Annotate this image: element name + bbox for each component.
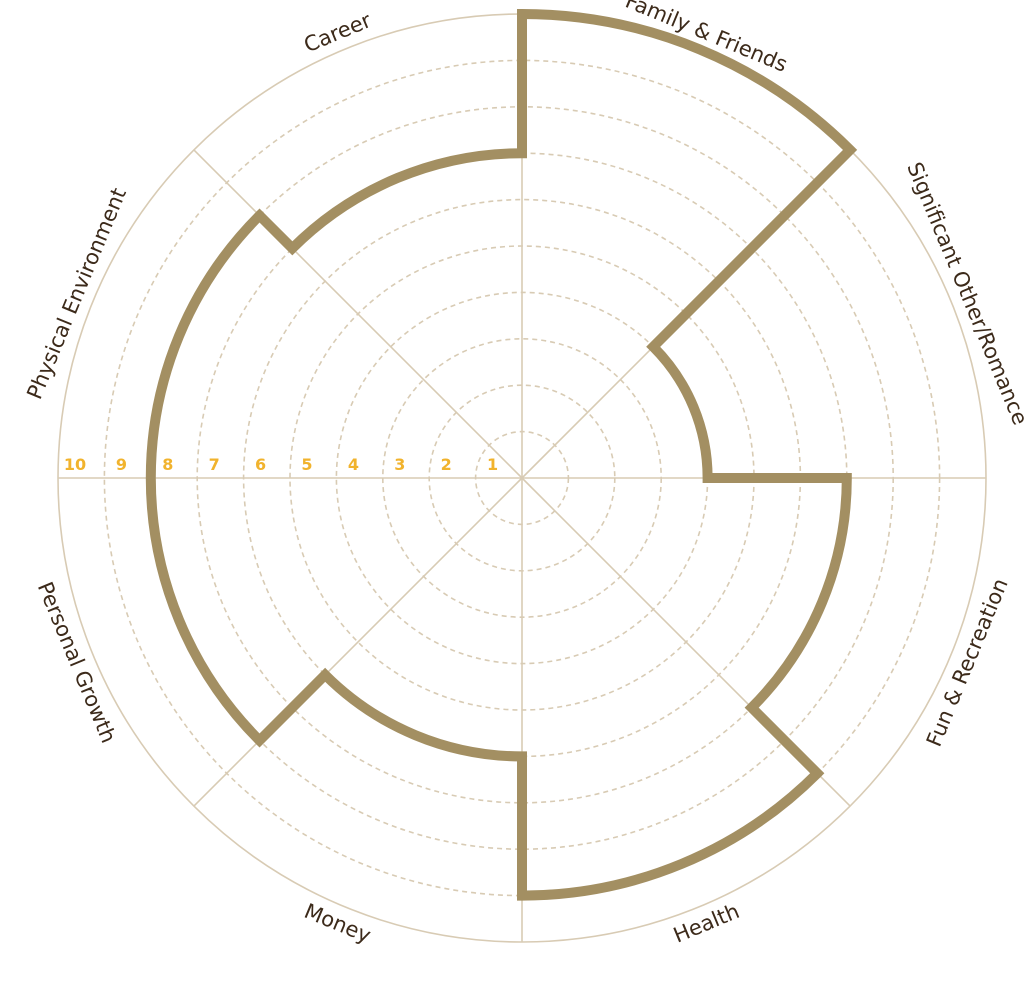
tick-label-9: 9 [116,455,127,474]
category-label-fun-and-recreation: Fun & Recreation [922,575,1013,750]
category-label-health: Health [670,899,743,948]
category-label-career: Career [301,8,375,57]
tick-label-3: 3 [394,455,405,474]
spoke-7 [193,149,523,479]
tick-label-10: 10 [64,455,86,474]
score-outline [145,8,858,901]
category-label-physical-environment: Physical Environment [22,184,131,402]
category-label-personal-growth: Personal Growth [33,578,121,746]
spoke-5 [193,477,523,807]
category-label-money: Money [301,899,375,948]
tick-label-6: 6 [255,455,266,474]
tick-label-8: 8 [162,455,173,474]
category-label-family-and-friends: Family & Friends [622,0,791,77]
category-label-significant-other-romance: Significant Other/Romance [902,159,1030,429]
tick-label-4: 4 [348,455,359,474]
tick-label-7: 7 [209,455,220,474]
tick-label-2: 2 [441,455,452,474]
tick-label-1: 1 [487,455,498,474]
scale-tick-labels: 1 2 3 4 5 6 7 8 9 10 [64,455,498,474]
tick-label-5: 5 [301,455,312,474]
score-outline-path [145,8,858,901]
